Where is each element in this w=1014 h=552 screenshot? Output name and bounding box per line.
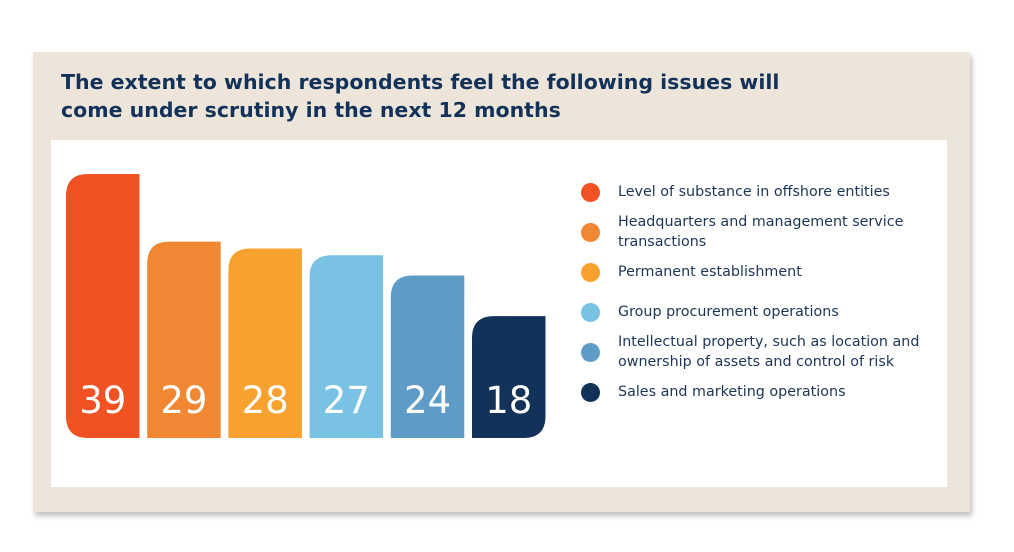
bar-value-label: 24	[404, 379, 451, 422]
legend-label: Group procurement operations	[618, 304, 839, 320]
legend-item: Level of substance in offshore entities	[581, 172, 941, 212]
legend-swatch	[581, 262, 600, 282]
bar	[309, 255, 384, 438]
chart-panel: The extent to which respondents feel the…	[33, 52, 970, 512]
legend-swatch	[581, 382, 600, 402]
legend-swatch	[581, 222, 600, 242]
chart-area: 39 29 28 27 24 18 Level of substance in offsh…	[51, 140, 947, 487]
bar-value-label: 29	[160, 379, 207, 422]
legend-item: Permanent establishment	[581, 252, 941, 292]
legend-label: Headquarters and management service tran…	[618, 214, 904, 250]
legend: Level of substance in offshore entities H…	[581, 172, 941, 412]
legend-swatch	[581, 302, 600, 322]
legend-item: Group procurement operations	[581, 292, 941, 332]
bar	[228, 248, 302, 438]
bar	[147, 241, 221, 438]
legend-label: Intellectual property, such as location …	[618, 334, 920, 370]
legend-label: Permanent establishment	[618, 264, 802, 280]
legend-swatch	[581, 182, 600, 202]
legend-item: Intellectual property, such as location …	[581, 332, 941, 372]
bar-value-label: 18	[485, 379, 532, 422]
legend-item: Headquarters and management service tran…	[581, 212, 941, 252]
legend-label: Level of substance in offshore entities	[618, 184, 890, 200]
bar-value-label: 27	[323, 379, 370, 422]
legend-item: Sales and marketing operations	[581, 372, 941, 412]
bar-chart: 39 29 28 27 24 18	[66, 173, 546, 438]
chart-title: The extent to which respondents feel the…	[61, 70, 780, 122]
bar	[66, 173, 140, 438]
legend-swatch	[581, 342, 600, 362]
bar	[472, 316, 546, 438]
bar-value-label: 28	[242, 379, 289, 422]
bar	[390, 275, 465, 438]
legend-label: Sales and marketing operations	[618, 384, 846, 400]
bar-value-label: 39	[79, 379, 126, 422]
